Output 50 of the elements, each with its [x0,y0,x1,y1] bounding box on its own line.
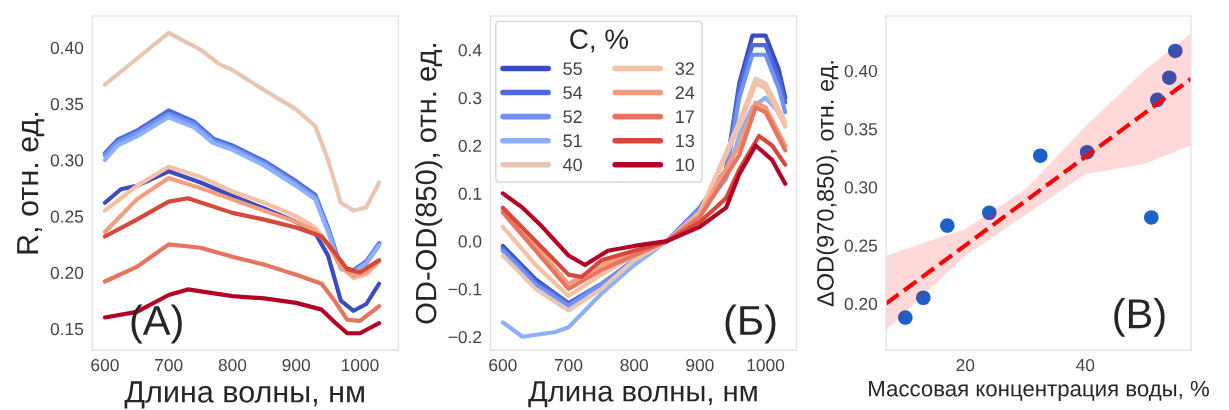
y-axis-title: OD-OD(850), отн. ед. [415,44,443,324]
y-tick-label: 0.3 [458,91,482,105]
annotation: (В) [1114,297,1165,337]
legend-label: 54 [563,86,583,100]
legend-title: C, % [570,29,629,53]
legend-label: 32 [675,62,694,76]
y-tick-label: 0.30 [844,181,878,194]
legend-label: 55 [563,62,582,76]
legend-label: 51 [563,134,582,148]
x-tick-label: 1000 [341,358,379,372]
y-tick-label: 0.20 [50,266,84,279]
y-tick-label: 0.25 [50,210,84,223]
annotation: (A) [131,304,182,344]
y-tick-label: 0.20 [844,297,878,311]
y-tick-label: 0.30 [50,154,84,167]
x-tick-label: 20 [956,358,975,372]
legend-label: 13 [676,134,695,148]
y-tick-label: 0.2 [458,139,482,152]
x-tick-label: 900 [282,358,310,372]
legend-label: 24 [675,86,695,99]
x-tick-label: 40 [1076,358,1095,372]
y-axis-title: R, отн. ед. [17,112,45,254]
x-tick-label: 900 [686,358,714,372]
y-tick-label: 0.15 [50,322,84,336]
y-tick-label: −0.2 [448,330,482,344]
y-tick-label: 0.40 [844,64,878,78]
y-tick-label: 0.1 [458,187,482,200]
y-tick-label: 0.4 [458,44,482,57]
annotation: (Б) [725,304,776,344]
x-axis-title: Массовая концентрация воды, % [869,380,1209,401]
x-tick-label: 700 [554,358,583,372]
x-tick-label: 800 [218,358,247,372]
x-tick-label: 1000 [747,358,785,372]
legend-label: 40 [563,158,582,172]
legend-label: 17 [676,110,694,123]
y-axis-title: ΔOD(970,850), отн. ед. [816,61,839,307]
y-tick-label: 0.35 [50,97,84,111]
y-tick-label: −0.1 [448,283,482,296]
x-tick-label: 700 [155,358,183,372]
y-tick-label: 0.25 [844,239,878,252]
y-tick-label: 0.40 [50,41,84,54]
y-tick-label: 0.0 [458,235,482,248]
legend-label: 52 [563,110,582,124]
x-tick-label: 600 [91,358,119,372]
x-tick-label: 800 [620,358,648,372]
x-tick-label: 600 [489,358,517,372]
legend-label: 10 [676,158,695,172]
y-tick-label: 0.35 [844,123,878,136]
x-axis-title: Длина волны, нм [124,381,364,409]
x-axis-title: Длина волны, нм [528,381,757,408]
